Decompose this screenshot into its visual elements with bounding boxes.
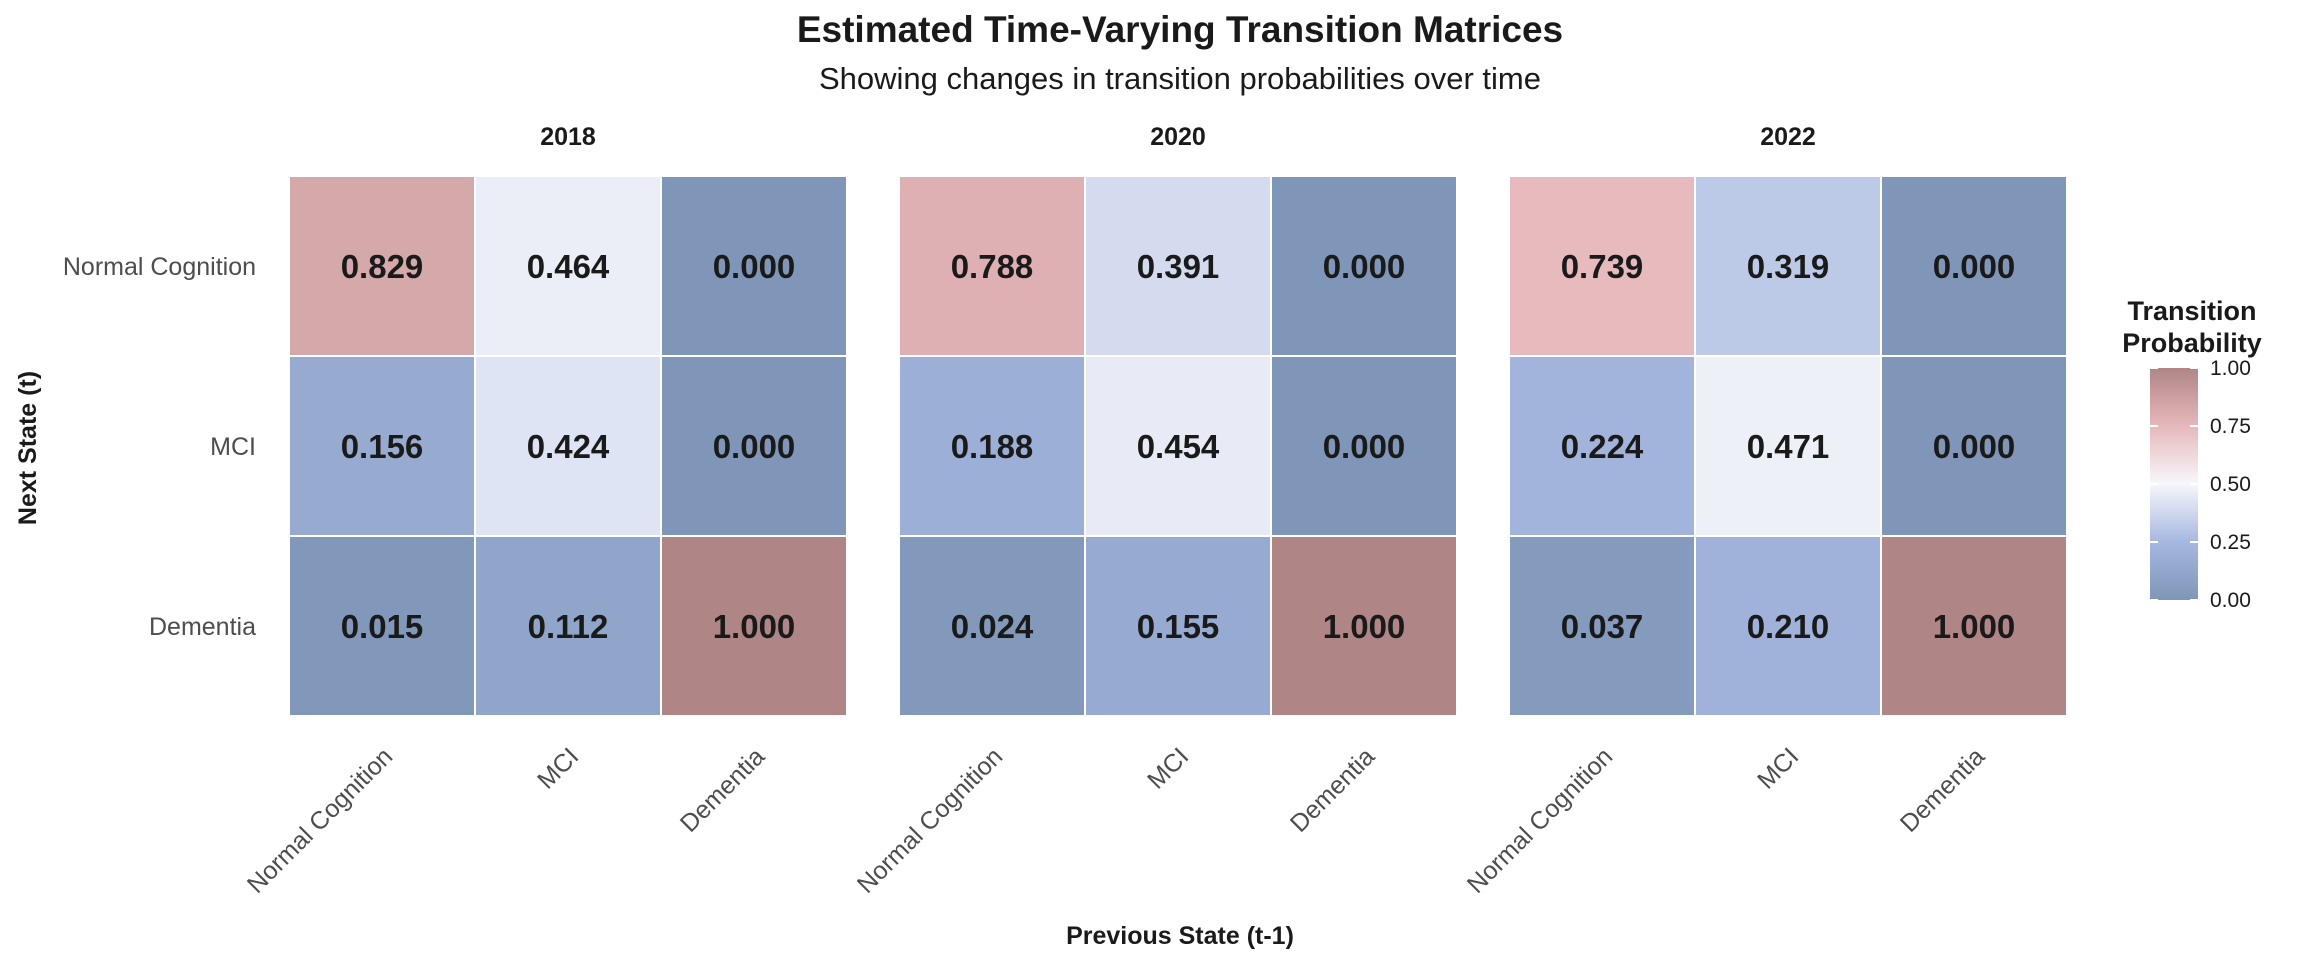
legend-tick-label: 0.00 (2210, 589, 2251, 612)
heatmap-cell (1270, 355, 1458, 537)
facet-label: 2020 (1150, 123, 1206, 151)
x-tick-label: Normal Cognition (852, 742, 1008, 898)
cell-value-label: 0.210 (1747, 608, 1830, 645)
heatmap-cell (474, 175, 662, 357)
cell-value-label: 0.037 (1561, 608, 1644, 645)
heatmap-cell (898, 175, 1086, 357)
facet-label: 2022 (1760, 123, 1816, 151)
heatmap-cell (1270, 535, 1458, 717)
legend-tick-label: 0.50 (2210, 473, 2251, 496)
cell-value-label: 0.155 (1137, 608, 1220, 645)
cell-value-label: 0.112 (528, 608, 609, 645)
facets: 2018 0.829 0.464 0.000 0.156 0.424 0.000 0.015 0… (63, 123, 2068, 899)
cell-value-label: 0.391 (1137, 248, 1220, 285)
heatmap-cell (1270, 175, 1458, 357)
cell-value-label: 0.454 (1137, 428, 1220, 465)
heatmap-cell (898, 355, 1086, 537)
heatmap-cell (474, 355, 662, 537)
legend-tick-label: 1.00 (2210, 357, 2251, 380)
cell-value-label: 0.188 (951, 428, 1034, 465)
heatmap-cell (1508, 175, 1696, 357)
heatmap-cell (1084, 535, 1272, 717)
y-tick-label: Normal Cognition (63, 253, 256, 281)
heatmap-cell (1508, 535, 1696, 717)
cell-value-label: 0.000 (713, 428, 796, 465)
cell-value-label: 0.424 (527, 428, 610, 465)
chart-title: Estimated Time-Varying Transition Matric… (797, 9, 1563, 50)
cell-value-label: 0.000 (713, 248, 796, 285)
heatmap-cell (660, 355, 848, 537)
cell-value-label: 0.000 (1933, 248, 2016, 285)
x-tick-label: MCI (532, 742, 584, 794)
heatmap-cell (1084, 355, 1272, 537)
legend-tick-label: 0.75 (2210, 415, 2251, 438)
cell-value-label: 0.739 (1561, 248, 1644, 285)
cell-value-label: 1.000 (1933, 608, 2016, 645)
x-tick-label: Dementia (675, 742, 771, 838)
facet-2020: 2020 0.788 0.391 0.000 0.188 0.454 0.000 0.024 0… (852, 123, 1458, 899)
heatmap-cell (288, 355, 476, 537)
heatmap-cell (1880, 535, 2068, 717)
heatmap-cell (288, 175, 476, 357)
x-tick-label: Dementia (1285, 742, 1381, 838)
cell-value-label: 0.464 (527, 248, 610, 285)
x-tick-label: MCI (1142, 742, 1194, 794)
cell-value-label: 0.829 (341, 248, 424, 285)
cell-value-label: 0.000 (1323, 248, 1406, 285)
heatmap-cell (1880, 355, 2068, 537)
cell-value-label: 0.000 (1933, 428, 2016, 465)
cell-value-label: 0.024 (951, 608, 1034, 645)
cell-value-label: 0.000 (1323, 428, 1406, 465)
x-tick-label: MCI (1752, 742, 1804, 794)
cell-value-label: 0.788 (951, 248, 1034, 285)
y-tick-label: MCI (210, 433, 256, 461)
heatmap-cell (474, 535, 662, 717)
x-tick-label: Normal Cognition (1462, 742, 1618, 898)
cell-value-label: 1.000 (1323, 608, 1406, 645)
legend-ticks: 1.00 0.75 0.50 0.25 0.00 (2150, 357, 2251, 612)
heatmap-cell (660, 175, 848, 357)
heatmap-cell (898, 535, 1086, 717)
legend: Transition Probability 1.00 0.75 0.50 0.25 0… (2122, 296, 2262, 612)
heatmap-cell (1508, 355, 1696, 537)
heatmap-cell (660, 535, 848, 717)
facet-2018: 2018 0.829 0.464 0.000 0.156 0.424 0.000 0.015 0… (242, 123, 848, 899)
heatmap-cell (1694, 355, 1882, 537)
cell-value-label: 0.156 (341, 428, 424, 465)
facet-label: 2018 (540, 123, 596, 151)
cell-value-label: 0.319 (1747, 248, 1830, 285)
legend-title-line-1: Transition (2127, 296, 2256, 326)
cell-value-label: 0.224 (1561, 428, 1644, 465)
heatmap-cell (1694, 175, 1882, 357)
y-axis-title: Next State (t) (14, 371, 42, 525)
x-tick-label: Dementia (1895, 742, 1991, 838)
legend-tick-label: 0.25 (2210, 531, 2251, 554)
cell-value-label: 0.471 (1747, 428, 1830, 465)
y-tick-label: Dementia (149, 613, 256, 641)
legend-title-line-2: Probability (2122, 328, 2262, 358)
x-axis-title: Previous State (t-1) (1066, 922, 1294, 950)
heatmap-cell (1880, 175, 2068, 357)
heatmap-cell (288, 535, 476, 717)
x-tick-label: Normal Cognition (242, 742, 398, 898)
chart-subtitle: Showing changes in transition probabilit… (819, 61, 1541, 96)
facet-2022: 2022 0.739 0.319 0.000 0.224 0.471 0.000 0.037 0… (1462, 123, 2068, 899)
cell-value-label: 0.015 (341, 608, 424, 645)
cell-value-label: 1.000 (713, 608, 796, 645)
